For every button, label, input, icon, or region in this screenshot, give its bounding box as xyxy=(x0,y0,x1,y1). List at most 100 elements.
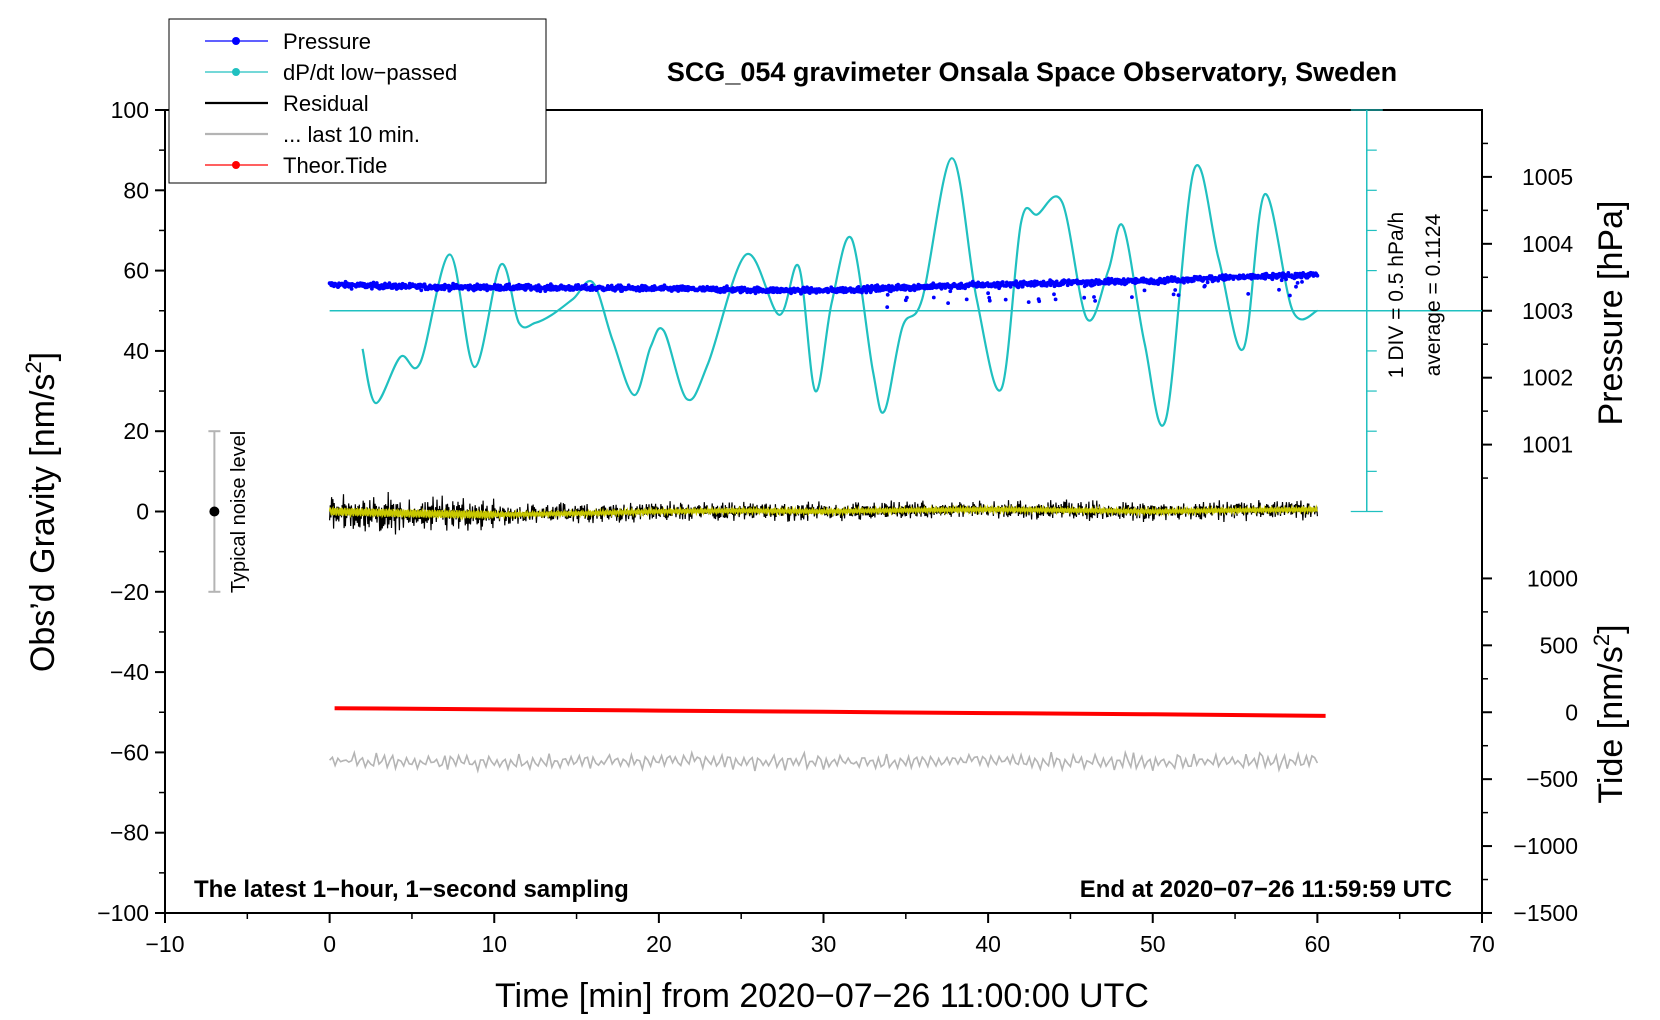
legend-label: Pressure xyxy=(283,29,371,54)
legend-label: ... last 10 min. xyxy=(283,122,420,147)
tide-tick-label: −1500 xyxy=(1513,900,1578,926)
pressure-point xyxy=(987,295,992,300)
y-axis-gravity: −100 −80 −60 −40 −20 0 20 40 60 80 100 xyxy=(97,97,165,926)
pressure-point xyxy=(970,279,975,284)
pressure-point xyxy=(1246,292,1251,296)
pressure-series xyxy=(327,270,1320,309)
pressure-point xyxy=(1170,275,1174,280)
pressure-point xyxy=(885,292,890,297)
pressure-point xyxy=(885,305,890,309)
legend: Pressure dP/dt low−passed Residual ... last… xyxy=(168,18,547,184)
pressure-point xyxy=(349,287,354,291)
tide-tick-label: −500 xyxy=(1526,766,1578,792)
pressure-point xyxy=(584,282,588,287)
legend-marker xyxy=(232,68,240,76)
x-axis: −10 0 10 20 30 40 50 60 70 xyxy=(145,913,1495,957)
y-axis-tide: −1500 −1000 −500 0 500 1000 xyxy=(1482,565,1578,926)
pressure-point xyxy=(1284,277,1288,282)
noise-bar-center xyxy=(209,506,220,517)
footer-right-label: End at 2020−07−26 11:59:59 UTC xyxy=(1080,876,1452,903)
pressure-point xyxy=(419,288,424,293)
pressure-point xyxy=(1205,280,1210,285)
pressure-point xyxy=(985,281,990,285)
y-axis-gravity-label: Obs’d Gravity [nm/s2] xyxy=(21,352,62,672)
residual-smoothed-line xyxy=(328,504,1319,521)
pressure-point xyxy=(682,285,687,289)
dpdt-series-line xyxy=(361,157,1318,427)
pressure-point xyxy=(896,282,900,287)
x-tick-label: 20 xyxy=(646,931,672,957)
chart-title: SCG_054 gravimeter Onsala Space Observat… xyxy=(667,57,1397,87)
x-axis-label: Time [min] from 2020−07−26 11:00:00 UTC xyxy=(495,977,1149,1015)
pressure-point xyxy=(1081,279,1086,284)
pressure-tick-label: 1002 xyxy=(1522,365,1573,391)
pressure-point xyxy=(1300,280,1304,284)
pressure-point xyxy=(860,290,864,295)
pressure-point xyxy=(856,285,861,289)
pressure-point xyxy=(905,295,909,300)
pressure-point xyxy=(1270,277,1275,282)
pressure-point xyxy=(987,298,992,303)
pressure-point xyxy=(1053,297,1058,302)
dpdt-average-label: average = 0.1124 xyxy=(1422,213,1445,376)
y-axis-pressure-label: Pressure [hPa] xyxy=(1592,201,1630,426)
pressure-tick-label: 1001 xyxy=(1522,432,1573,458)
pressure-point xyxy=(986,291,990,296)
pressure-point xyxy=(1171,292,1176,297)
dpdt-scale-bar xyxy=(1350,109,1383,513)
last-10-min-series-line xyxy=(329,749,1319,774)
pressure-point xyxy=(1172,275,1177,280)
pressure-point xyxy=(1277,287,1281,292)
pressure-point xyxy=(948,289,953,294)
x-tick-label: 70 xyxy=(1469,931,1495,957)
tide-series-line xyxy=(334,706,1326,718)
legend-box xyxy=(168,18,547,184)
pressure-tick-label: 1003 xyxy=(1522,298,1573,324)
pressure-point xyxy=(1082,295,1087,300)
pressure-point xyxy=(1001,280,1005,285)
series-layer xyxy=(327,157,1482,774)
footer-left-label: The latest 1−hour, 1−second sampling xyxy=(194,876,629,903)
legend-marker xyxy=(232,37,240,45)
pressure-point xyxy=(1130,295,1134,299)
y-tick-label: 20 xyxy=(123,418,149,444)
y-tick-label: 0 xyxy=(136,499,149,525)
pressure-point xyxy=(1003,297,1008,302)
x-tick-label: 0 xyxy=(323,931,336,957)
pressure-point xyxy=(1016,285,1021,290)
legend-label: dP/dt low−passed xyxy=(283,60,457,85)
y-tick-label: −20 xyxy=(110,579,149,605)
pressure-point xyxy=(931,295,936,300)
legend-label: Theor.Tide xyxy=(283,153,387,178)
pressure-point xyxy=(946,301,950,305)
y-tick-label: 40 xyxy=(123,338,149,364)
pressure-point xyxy=(1037,299,1042,304)
legend-marker xyxy=(232,161,240,169)
legend-label: Residual xyxy=(283,91,369,116)
pressure-point xyxy=(1142,288,1147,293)
tide-tick-label: −1000 xyxy=(1513,833,1578,859)
pressure-point xyxy=(1173,288,1178,292)
x-tick-label: −10 xyxy=(145,931,184,957)
y-tick-label: 60 xyxy=(123,258,149,284)
pressure-point xyxy=(1176,293,1181,297)
pressure-point xyxy=(538,289,543,294)
y-tick-label: −100 xyxy=(97,900,149,926)
y-tick-label: −60 xyxy=(110,739,149,765)
y-tick-label: 80 xyxy=(123,177,149,203)
pressure-point xyxy=(963,286,967,291)
y-axis-pressure: 1001 1002 1003 1004 1005 xyxy=(1482,142,1573,479)
pressure-point xyxy=(1052,292,1056,297)
x-tick-label: 50 xyxy=(1140,931,1166,957)
y-tick-label: −80 xyxy=(110,820,149,846)
tide-tick-label: 500 xyxy=(1540,632,1578,658)
x-tick-label: 10 xyxy=(481,931,507,957)
noise-level-bar xyxy=(208,430,221,593)
pressure-point xyxy=(1014,279,1018,284)
pressure-point xyxy=(1093,299,1097,303)
dpdt-scale-label: 1 DIV = 0.5 hPa/h xyxy=(1385,212,1408,378)
pressure-point xyxy=(1092,295,1096,299)
pressure-point xyxy=(1203,283,1207,288)
x-tick-label: 40 xyxy=(975,931,1001,957)
